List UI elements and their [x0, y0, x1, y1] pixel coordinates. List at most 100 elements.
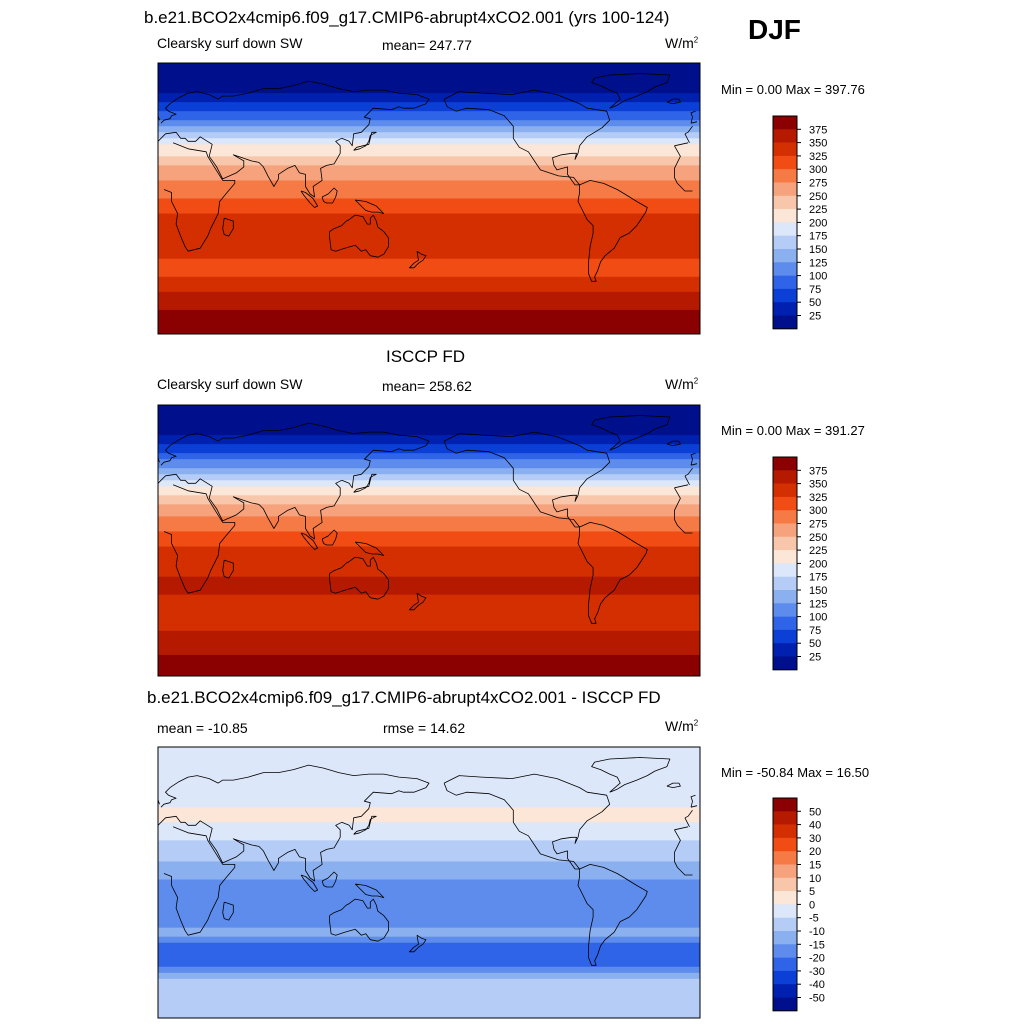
- panel-3-minmax: Min = -50.84 Max = 16.50: [721, 765, 870, 780]
- coastline-madagascar: [222, 559, 234, 579]
- map-band: [158, 579, 700, 584]
- coastline-australia: [329, 214, 389, 258]
- map-band: [158, 645, 700, 650]
- map-band: [158, 168, 700, 172]
- map-band: [158, 978, 700, 983]
- panel-1-unit: W/m2: [665, 35, 699, 51]
- map-band: [158, 450, 700, 454]
- coastline-sumatra: [300, 190, 318, 208]
- map-band: [158, 63, 700, 67]
- map-band: [158, 519, 700, 524]
- panel-2-title: ISCCP FD: [386, 347, 466, 366]
- map-band: [158, 282, 700, 287]
- map-band: [158, 660, 700, 665]
- colorbar-swatch: [773, 457, 797, 471]
- map-field-2: [158, 405, 700, 676]
- map-band: [158, 762, 700, 766]
- map-band: [158, 960, 700, 965]
- panel-1-minmax: Min = 0.00 Max = 397.76: [721, 82, 865, 97]
- map-band: [158, 807, 700, 811]
- map-band: [158, 816, 700, 820]
- map-band: [158, 954, 700, 959]
- coastline-europe-asia: [158, 764, 693, 882]
- map-band: [158, 123, 700, 127]
- colorbar-tick-label: 25: [809, 652, 821, 664]
- panel-3-unit: W/m2: [665, 718, 699, 734]
- map-band: [158, 561, 700, 566]
- map-band: [158, 750, 700, 754]
- map-band: [158, 777, 700, 781]
- map-band: [158, 669, 700, 674]
- colorbar-swatch: [773, 603, 797, 617]
- colorbar-tick-label: 75: [809, 284, 821, 296]
- map-band: [158, 228, 700, 233]
- coastline-new-guinea: [354, 883, 385, 898]
- map-band: [158, 231, 700, 236]
- map-band: [158, 99, 700, 103]
- map-band: [158, 504, 700, 508]
- colorbar-tick-label: 350: [809, 479, 827, 491]
- map-band: [158, 420, 700, 424]
- coastline-greenland: [591, 73, 671, 109]
- map-band: [158, 201, 700, 206]
- panel-2-unit: W/m2: [665, 376, 699, 392]
- map-band: [158, 840, 700, 844]
- map-band: [158, 423, 700, 427]
- map-band: [158, 315, 700, 320]
- colorbar-swatch: [773, 629, 797, 644]
- map-band: [158, 810, 700, 814]
- map-band: [158, 159, 700, 163]
- map-band: [158, 981, 700, 986]
- map-band: [158, 837, 700, 841]
- colorbar-tick-label: 325: [809, 492, 827, 504]
- coastline-south-america: [577, 864, 648, 966]
- map-band: [158, 225, 700, 230]
- map-band: [158, 567, 700, 572]
- map-band: [158, 213, 700, 218]
- colorbar-swatch: [773, 195, 797, 210]
- colorbar-swatch: [773, 483, 797, 498]
- map-band: [158, 495, 700, 499]
- map-band: [158, 258, 700, 263]
- colorbar-swatch: [773, 470, 797, 484]
- colorbar-tick-label: 10: [809, 873, 821, 885]
- map-band: [158, 648, 700, 653]
- map-field-1: [158, 63, 700, 334]
- colorbar-swatch: [773, 550, 797, 564]
- map-band: [158, 75, 700, 79]
- map-band: [158, 570, 700, 575]
- map-band: [158, 309, 700, 314]
- map-field-3: [158, 747, 700, 1018]
- colorbar-tick-label: 125: [809, 257, 827, 269]
- map-band: [158, 165, 700, 169]
- colorbar-tick-label: 0: [809, 899, 815, 911]
- map-band: [158, 129, 700, 133]
- map-band: [158, 273, 700, 278]
- map-band: [158, 591, 700, 596]
- coastline-new-zealand: [409, 934, 427, 953]
- colorbar-tick-label: 200: [809, 558, 827, 570]
- coastline-africa: [163, 484, 693, 594]
- colorbar-tick-label: -10: [809, 926, 825, 938]
- panel-3-mean: mean = -10.85: [157, 720, 248, 736]
- map-band: [158, 72, 700, 76]
- map-band: [158, 996, 700, 1001]
- map-frame-1: [157, 62, 701, 335]
- colorbar-tick-label: 100: [809, 612, 827, 624]
- map-band: [158, 555, 700, 560]
- colorbar-swatch: [773, 656, 797, 671]
- colorbar-tick-label: 75: [809, 625, 821, 637]
- map-band: [158, 204, 700, 209]
- coastline-japan: [353, 473, 377, 493]
- map-band: [158, 786, 700, 790]
- map-band: [158, 321, 700, 326]
- map-band: [158, 771, 700, 775]
- colorbar-tick-label: 150: [809, 244, 827, 256]
- map-band: [158, 429, 700, 433]
- map-band: [158, 462, 700, 466]
- colorbar-swatch: [773, 315, 797, 330]
- map-band: [158, 1005, 700, 1010]
- map-band: [158, 945, 700, 950]
- map-band: [158, 915, 700, 920]
- colorbar-tick-label: 250: [809, 532, 827, 544]
